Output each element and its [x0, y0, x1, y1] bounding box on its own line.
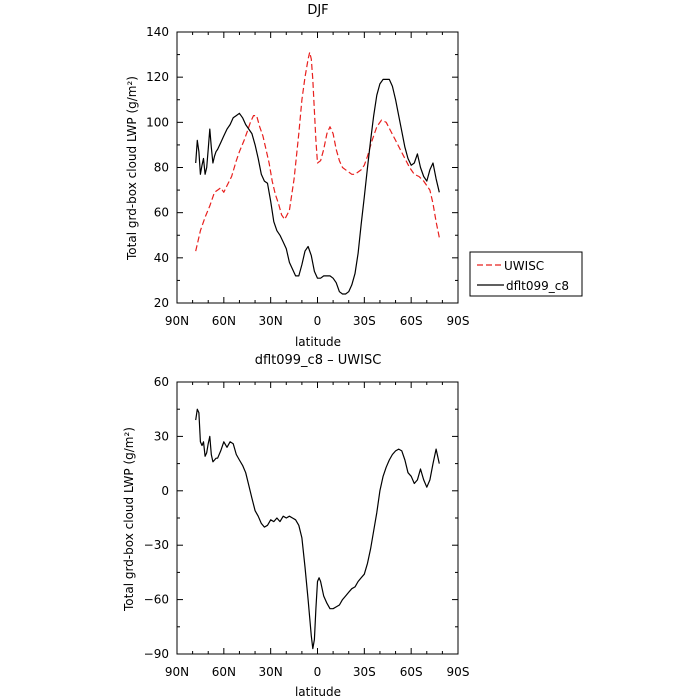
top-y-tick-label: 20 — [154, 296, 169, 310]
top-x-tick-label: 90N — [165, 314, 189, 328]
legend-box — [469, 251, 583, 297]
top-y-tick-label: 60 — [154, 206, 169, 220]
bottom-difference-line — [195, 408, 440, 650]
top-chart-title: DJF — [307, 3, 328, 18]
legend-label-dflt099-c8: dflt099_c8 — [506, 279, 569, 293]
top-plot-area: 90N 60N 30N 0 30S 60S 90S 20 40 60 80 100 120 140 — [146, 25, 469, 328]
legend-label-uwisc: UWISC — [504, 259, 544, 273]
top-x-tick-label: 30S — [353, 314, 376, 328]
top-x-axis-label: latitude — [295, 335, 341, 349]
top-x-tick-label: 60N — [212, 314, 236, 328]
bottom-y-tick-label: 60 — [154, 375, 169, 389]
series-line-uwisc — [195, 51, 440, 252]
top-y-tick-label: 100 — [146, 115, 169, 129]
bottom-x-tick-label: 90N — [165, 665, 189, 679]
bottom-x-tick-label: 60S — [400, 665, 423, 679]
top-y-axis-label: Total grd-box cloud LWP (g/m²) — [125, 76, 139, 261]
bottom-y-tick-label: 0 — [161, 484, 169, 498]
bottom-y-tick-label: −30 — [144, 538, 169, 552]
bottom-y-tick-label: −60 — [144, 593, 169, 607]
bottom-x-tick-label: 60N — [212, 665, 236, 679]
bottom-x-tick-label: 30S — [353, 665, 376, 679]
top-x-tick-label: 90S — [447, 314, 470, 328]
bottom-axes-frame — [176, 381, 459, 655]
bottom-y-axis-label: Total grd-box cloud LWP (g/m²) — [122, 427, 136, 612]
bottom-x-tick-label: 30N — [259, 665, 283, 679]
bottom-y-tick-label: −90 — [144, 647, 169, 661]
top-x-tick-label: 0 — [314, 314, 322, 328]
bottom-plot-area: 90N 60N 30N 0 30S 60S 90S −90 −60 −30 0 30 60 — [144, 375, 470, 679]
series-line-dflt099-c8 — [195, 78, 440, 295]
top-y-tick-label: 80 — [154, 161, 169, 175]
top-y-tick-label: 140 — [146, 25, 169, 39]
top-axes-frame — [176, 31, 459, 304]
bottom-y-tick-label: 30 — [154, 429, 169, 443]
legend: UWISC dflt099_c8 — [469, 251, 583, 297]
bottom-x-axis-label: latitude — [295, 685, 341, 699]
top-y-tick-label: 40 — [154, 251, 169, 265]
top-chart-panel: DJF 90N 60N 30N 0 30S 60S 90S 20 40 60 80 100 120 140… — [125, 3, 583, 349]
bottom-chart-title: dflt099_c8 – UWISC — [255, 353, 382, 368]
top-y-tick-label: 120 — [146, 70, 169, 84]
top-x-tick-label: 30N — [259, 314, 283, 328]
bottom-x-tick-label: 0 — [314, 665, 322, 679]
bottom-x-tick-label: 90S — [447, 665, 470, 679]
top-x-tick-label: 60S — [400, 314, 423, 328]
bottom-chart-panel: dflt099_c8 – UWISC 90N 60N 30N 0 30S 60S 90S −9… — [122, 353, 469, 699]
